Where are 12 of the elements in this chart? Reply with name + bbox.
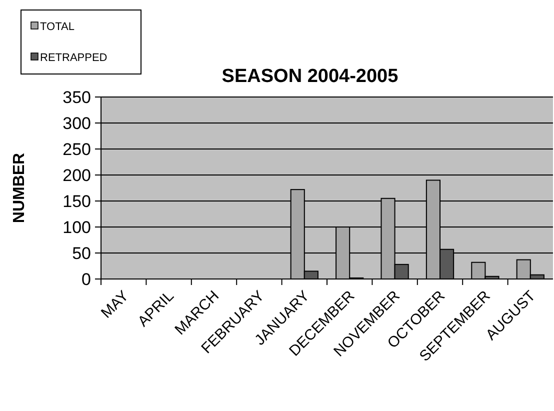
legend-label: RETRAPPED	[40, 52, 108, 64]
y-tick-label: 200	[62, 166, 91, 185]
y-tick-label: 100	[62, 218, 91, 237]
y-axis-title: NUMBER	[11, 152, 28, 224]
y-tick-label: 150	[62, 192, 91, 211]
y-tick-label: 250	[62, 140, 91, 159]
y-tick-label: 50	[72, 244, 91, 263]
y-tick-label: 0	[82, 270, 91, 289]
legend-label: TOTAL	[40, 20, 74, 33]
y-tick-label: 350	[62, 88, 91, 107]
y-tick-label: 300	[62, 114, 91, 133]
chart-title: SEASON 2004-2005	[222, 66, 399, 87]
